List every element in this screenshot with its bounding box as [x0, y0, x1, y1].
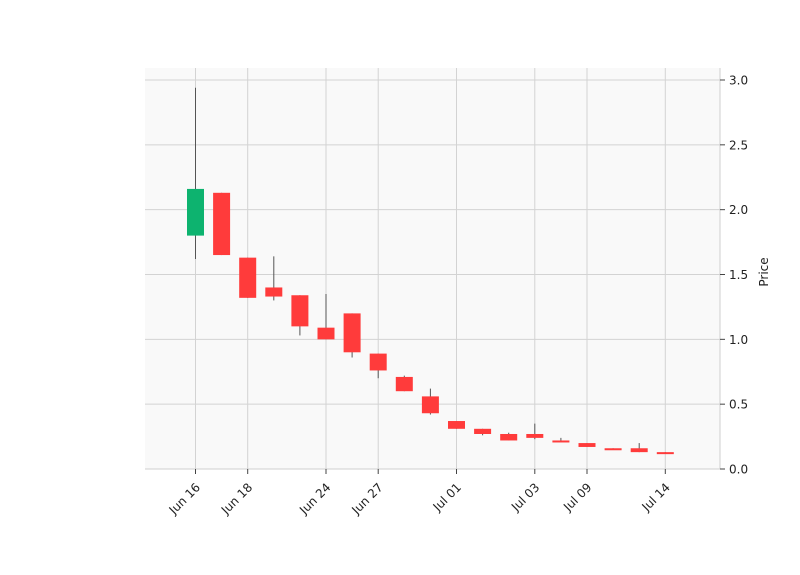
- candle: [552, 437, 570, 443]
- candle: [213, 192, 231, 256]
- candle: [578, 443, 596, 447]
- candle: [369, 353, 387, 379]
- y-axis-label: Price: [757, 257, 771, 286]
- candle: [526, 423, 544, 440]
- x-tick-label: Jun 24: [296, 480, 333, 517]
- y-tick-label: 0.5: [729, 398, 748, 412]
- candle-body-down: [500, 433, 518, 441]
- candle-body-down: [291, 295, 309, 327]
- y-tick-label: 1.5: [729, 268, 748, 282]
- candle: [239, 257, 257, 298]
- candle-body-up: [187, 188, 204, 236]
- candle-body-down: [578, 443, 596, 447]
- y-axis-ticks: 0.0 0.5 1.0 1.5 2.0 2.5 3.0: [720, 74, 748, 477]
- candle-body-down: [213, 192, 231, 256]
- x-tick-label: Jul 03: [508, 480, 542, 514]
- x-axis-ticks: Jun 16 Jun 18 Jun 24 Jun 27 Jul 01 Jul 03 Jul …: [166, 469, 673, 518]
- candle: [265, 256, 283, 301]
- candle-body-down: [265, 287, 283, 297]
- x-tick-label: Jul 01: [430, 480, 464, 514]
- candle-body-down: [604, 448, 622, 451]
- y-tick-label: 2.0: [729, 203, 748, 217]
- x-tick-label: Jun 27: [348, 480, 385, 517]
- y-tick-label: 3.0: [729, 74, 748, 88]
- candle: [187, 87, 204, 259]
- candle: [291, 295, 309, 336]
- candle-body-down: [526, 433, 544, 438]
- candle-body-down: [552, 440, 570, 443]
- candle: [630, 443, 648, 453]
- candle: [395, 375, 413, 392]
- candle: [500, 432, 518, 441]
- candle-body-down: [474, 428, 492, 434]
- candle-body-down: [448, 421, 465, 429]
- x-tick-label: Jul 09: [560, 480, 594, 514]
- x-tick-label: Jun 16: [166, 480, 203, 517]
- candle: [317, 293, 335, 340]
- candle-body-down: [630, 448, 648, 453]
- candle-body-down: [421, 396, 439, 414]
- y-tick-label: 0.0: [729, 463, 748, 477]
- candle-body-down: [239, 257, 257, 298]
- candle: [656, 452, 674, 455]
- x-tick-label: Jun 18: [218, 480, 255, 517]
- candle: [604, 448, 622, 451]
- candle-body-down: [395, 376, 413, 392]
- candle: [343, 313, 361, 358]
- candle: [421, 388, 439, 415]
- y-tick-label: 1.0: [729, 333, 748, 347]
- x-tick-label: Jul 14: [638, 480, 672, 514]
- candle-body-down: [369, 353, 387, 371]
- candle-body-down: [343, 313, 361, 353]
- candle-body-down: [656, 452, 674, 455]
- candles: [187, 87, 674, 455]
- candle-body-down: [317, 327, 335, 340]
- candle: [448, 421, 465, 429]
- y-tick-label: 2.5: [729, 138, 748, 152]
- candle: [474, 428, 492, 436]
